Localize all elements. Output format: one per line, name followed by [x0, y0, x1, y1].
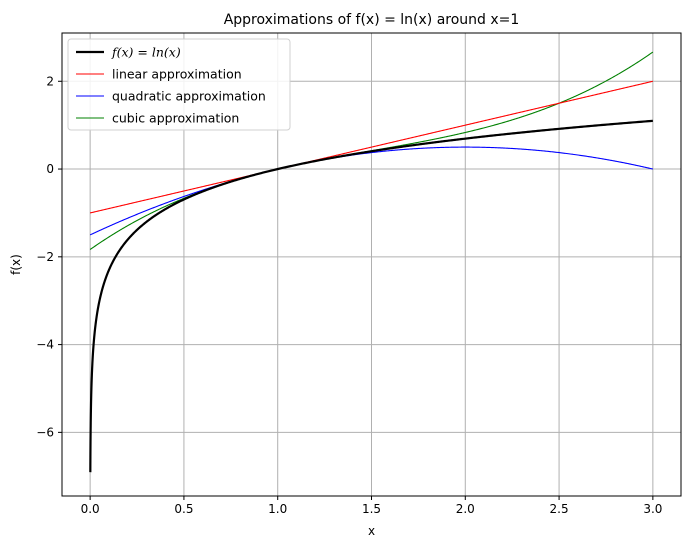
x-tick-label: 2.5 — [550, 502, 569, 516]
y-tick-label: −4 — [36, 338, 54, 352]
x-tick-label: 0.0 — [81, 502, 100, 516]
series-line-1 — [90, 80, 653, 214]
x-tick-label: 1.5 — [362, 502, 381, 516]
y-tick-label: −6 — [36, 425, 54, 439]
legend-label: linear approximation — [112, 67, 242, 82]
series-line-0 — [89, 119, 653, 473]
axis-ticks: 0.0 0.5 1.0 1.5 2.0 2.5 3.0 −6 −4 −2 0 2 — [36, 74, 662, 516]
legend-box — [67, 38, 291, 131]
chart-title: Approximations of f(x) = ln(x) around x=… — [224, 12, 520, 28]
y-tick-label: −2 — [36, 250, 54, 264]
x-tick-label: 0.5 — [174, 502, 193, 516]
legend-label: f(x) = ln(x) — [111, 45, 181, 60]
series-lines — [89, 51, 654, 473]
x-tick-label: 2.0 — [456, 502, 475, 516]
y-tick-label: 0 — [46, 162, 54, 176]
y-axis-label: f(x) — [9, 254, 23, 275]
y-tick-label: 2 — [46, 74, 54, 88]
legend-label: cubic approximation — [112, 111, 239, 126]
x-axis-label: x — [368, 524, 375, 538]
x-tick-label: 3.0 — [643, 502, 662, 516]
series-line-2 — [89, 146, 653, 236]
legend: f(x) = ln(x) linear approximation quadrati… — [67, 38, 291, 131]
legend-label: quadratic approximation — [112, 89, 266, 104]
x-tick-label: 1.0 — [268, 502, 287, 516]
